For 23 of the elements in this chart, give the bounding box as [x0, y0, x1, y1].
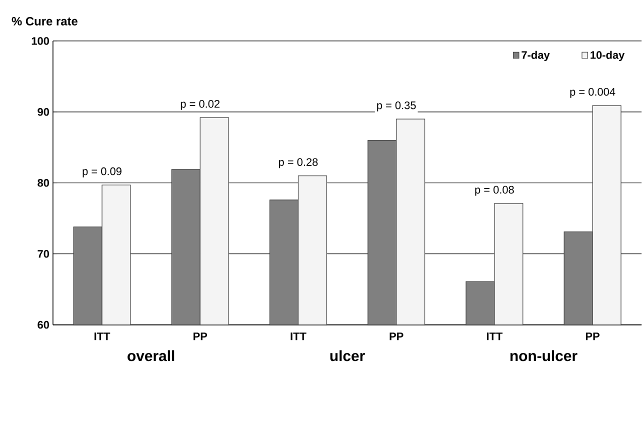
y-tick-label: 100	[32, 37, 49, 45]
annotation: p = 0.02	[180, 100, 220, 110]
x-tick-label: ITT	[94, 332, 110, 340]
x-tick-label: ITT	[486, 332, 503, 340]
annotation: p = 0.004	[570, 88, 616, 98]
y-tick-label: 60	[38, 321, 49, 329]
legend-label: 7-day	[522, 50, 550, 62]
text: ulcer	[330, 350, 365, 362]
text: overall	[128, 350, 174, 362]
legend-label: 10-day	[590, 50, 625, 62]
annotation: p = 0.08	[475, 186, 514, 196]
x-tick-label: PP	[194, 332, 208, 340]
text: non-ulcer	[510, 350, 578, 362]
y-tick-label: 90	[38, 108, 49, 116]
annotation: p = 0.28	[278, 158, 318, 168]
x-tick-label: ITT	[290, 332, 306, 340]
x-tick-label: PP	[586, 332, 600, 340]
annotation: p = 0.09	[82, 168, 122, 178]
y-tick-label: 70	[38, 250, 49, 258]
x-tick-label: PP	[390, 332, 404, 340]
y-axis-title: % Cure rate	[12, 17, 78, 26]
y-tick-label: 80	[38, 179, 49, 187]
annotation: p = 0.35	[377, 102, 416, 112]
